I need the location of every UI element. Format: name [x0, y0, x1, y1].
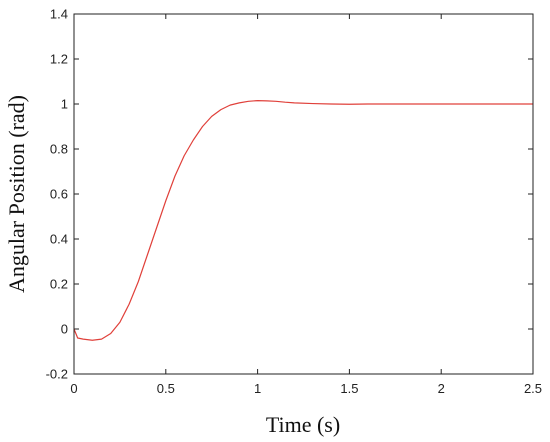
y-tick-label: 0.2	[50, 277, 68, 292]
y-tick-label: 0.8	[50, 142, 68, 157]
y-tick-label: 1	[61, 97, 68, 112]
x-tick-label: 2.5	[524, 381, 542, 396]
x-tick-label: 1	[254, 381, 261, 396]
y-tick-label: 1.2	[50, 52, 68, 67]
plot-area-frame	[73, 13, 534, 375]
x-tick-label: 0	[70, 381, 77, 396]
x-tick-label: 2	[438, 381, 445, 396]
x-tick-label: 1.5	[340, 381, 358, 396]
y-tick-label: 0	[61, 322, 68, 337]
y-tick-label: 0.4	[50, 232, 68, 247]
y-axis-ticks: -0.2 0 0.2 0.4 0.6 0.8 1 1.2 1.4	[46, 7, 533, 382]
series-line-0	[73, 100, 533, 341]
y-axis-label: Angular Position (rad)	[4, 95, 29, 293]
x-axis-ticks: 0 0.5 1 1.5 2 2.5	[70, 14, 542, 396]
y-tick-label: 1.4	[50, 7, 68, 22]
y-tick-label: 0.6	[50, 187, 68, 202]
y-tick-label: -0.2	[46, 367, 68, 382]
x-tick-label: 0.5	[157, 381, 175, 396]
x-axis-label: Time (s)	[266, 412, 340, 437]
series-layer	[73, 100, 533, 341]
